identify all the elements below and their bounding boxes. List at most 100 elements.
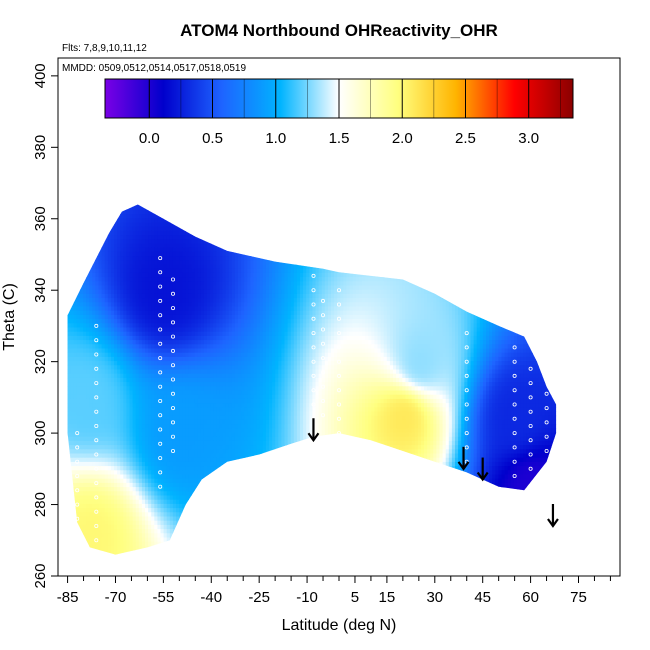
field-cell <box>135 310 140 316</box>
field-cell <box>76 205 81 211</box>
field-cell <box>362 226 366 232</box>
field-cell <box>346 218 350 223</box>
field-cell <box>166 298 171 303</box>
field-cell <box>458 277 462 282</box>
field-cell <box>256 209 261 215</box>
field-cell <box>259 205 264 211</box>
field-cell <box>123 226 127 232</box>
field-cell <box>238 293 242 299</box>
field-cell <box>358 256 363 261</box>
field-cell <box>250 214 254 219</box>
field-cell <box>470 298 474 303</box>
field-cell <box>259 277 264 282</box>
field-cell <box>548 264 552 270</box>
field-cell <box>179 256 183 261</box>
field-cell <box>495 272 499 278</box>
field-cell <box>541 285 546 291</box>
field-cell <box>219 205 223 211</box>
field-cell <box>504 243 509 249</box>
field-cell <box>225 222 230 228</box>
field-cell <box>520 243 524 249</box>
field-cell <box>343 256 347 261</box>
field-cell <box>101 289 106 295</box>
field-cell <box>269 239 273 244</box>
field-cell <box>67 209 71 215</box>
field-cell <box>548 222 552 228</box>
field-cell <box>513 302 518 307</box>
field-cell <box>492 272 496 278</box>
field-cell <box>436 205 440 211</box>
field-cell <box>303 293 307 299</box>
field-cell <box>83 247 87 253</box>
field-cell <box>492 306 496 312</box>
field-cell <box>492 256 496 261</box>
field-cell <box>234 205 239 211</box>
field-cell <box>287 226 292 232</box>
field-cell <box>389 281 394 286</box>
field-cell <box>228 306 233 312</box>
field-cell <box>377 260 381 265</box>
field-cell <box>349 235 354 240</box>
field-cell <box>501 235 505 240</box>
field-cell <box>272 277 276 282</box>
field-cell <box>513 251 518 257</box>
field-cell <box>383 277 388 282</box>
field-cell <box>433 268 437 274</box>
field-cell <box>104 306 109 312</box>
field-cell <box>476 302 481 307</box>
field-cell <box>498 293 502 299</box>
field-cell <box>278 230 282 236</box>
field-cell <box>272 243 276 249</box>
field-cell <box>399 218 403 223</box>
field-cell <box>185 218 189 223</box>
field-cell <box>244 204 248 207</box>
field-cell <box>141 281 146 286</box>
field-cell <box>402 222 406 228</box>
field-cell <box>346 260 350 265</box>
field-cell <box>327 268 332 274</box>
field-cell <box>365 235 369 240</box>
field-cell <box>383 214 388 219</box>
field-cell <box>275 260 279 265</box>
field-cell <box>110 226 115 232</box>
field-cell <box>104 293 109 299</box>
field-cell <box>358 214 363 219</box>
field-cell <box>256 285 261 291</box>
field-cell <box>324 222 329 228</box>
field-cell <box>135 247 140 253</box>
field-cell <box>504 302 509 307</box>
field-cell <box>343 205 347 211</box>
field-cell <box>83 293 87 299</box>
field-cell <box>114 256 118 261</box>
field-cell <box>424 272 428 278</box>
field-cell <box>526 197 530 202</box>
field-cell <box>86 209 90 215</box>
field-cell <box>489 260 493 265</box>
field-cell <box>439 214 443 219</box>
field-cell <box>331 272 335 278</box>
field-cell <box>368 314 372 320</box>
field-cell <box>492 268 496 274</box>
field-cell <box>315 256 319 261</box>
field-cell <box>126 214 130 219</box>
field-cell <box>312 281 316 286</box>
field-cell <box>507 251 512 257</box>
field-cell <box>455 306 459 312</box>
field-cell <box>417 251 422 257</box>
field-cell <box>98 298 102 303</box>
field-cell <box>309 251 313 257</box>
field-cell <box>374 281 378 286</box>
field-cell <box>234 285 239 291</box>
field-cell <box>76 214 81 219</box>
field-cell <box>138 272 143 278</box>
field-cell <box>225 204 230 207</box>
field-cell <box>160 239 164 244</box>
field-cell <box>346 214 350 219</box>
field-cell <box>126 272 130 278</box>
field-cell <box>380 205 385 211</box>
field-cell <box>445 298 450 303</box>
field-cell <box>197 285 202 291</box>
field-cell <box>253 247 257 253</box>
field-cell <box>346 239 350 244</box>
field-cell <box>101 298 106 303</box>
